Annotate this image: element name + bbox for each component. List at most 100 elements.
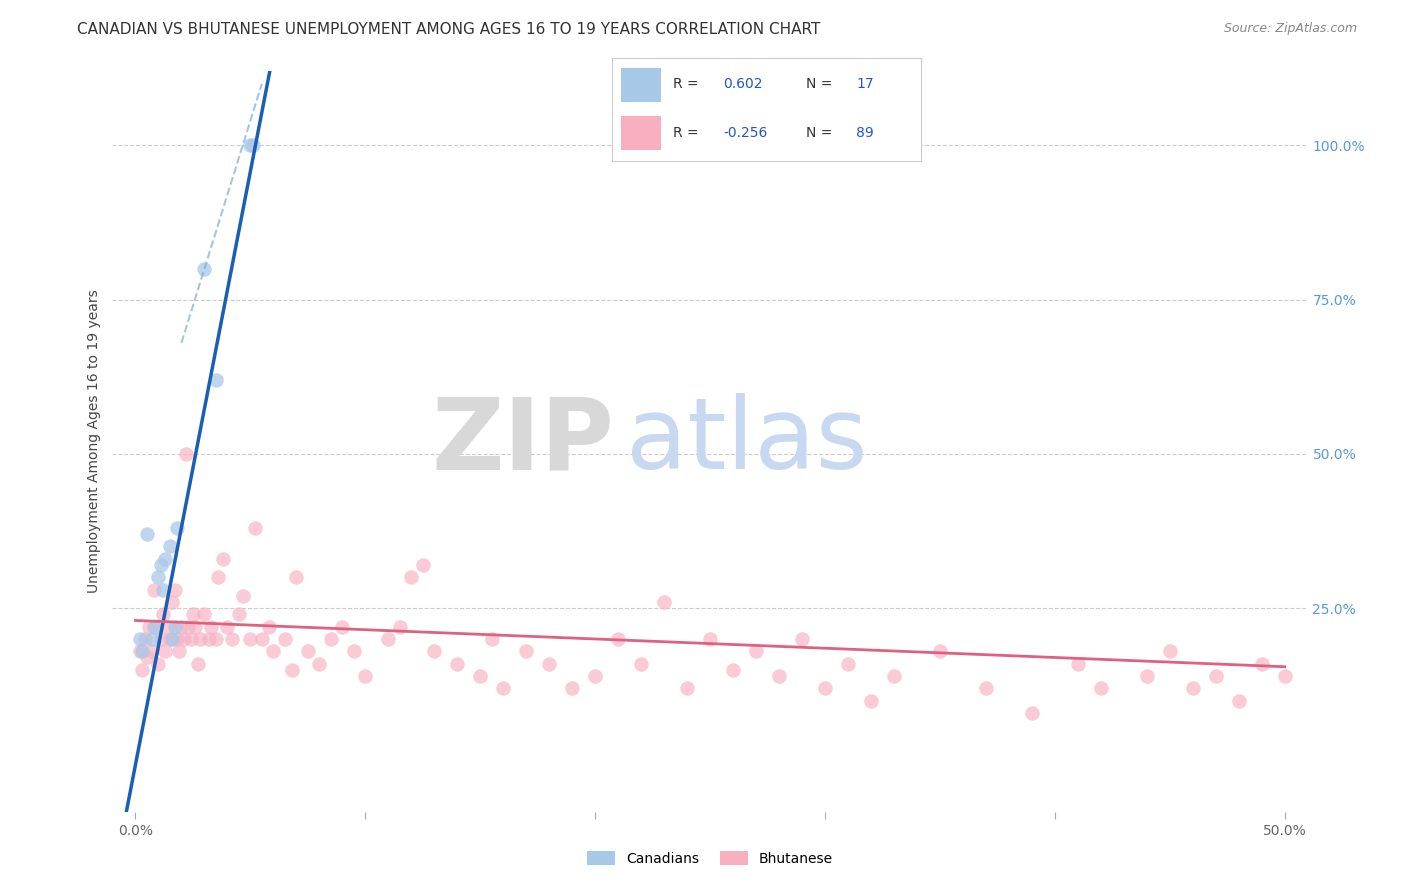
Point xyxy=(184,619,207,633)
Point xyxy=(193,607,215,622)
Text: 0.602: 0.602 xyxy=(723,77,762,91)
Point xyxy=(174,447,197,461)
Point xyxy=(173,632,195,646)
Point xyxy=(145,619,167,633)
Point xyxy=(928,644,950,658)
Point xyxy=(159,540,181,554)
Point xyxy=(492,681,515,696)
Text: Source: ZipAtlas.com: Source: ZipAtlas.com xyxy=(1223,22,1357,36)
Point xyxy=(141,632,163,646)
Point xyxy=(186,657,208,671)
Point xyxy=(200,619,222,633)
Point xyxy=(630,657,652,671)
Point xyxy=(221,632,243,646)
Point xyxy=(198,632,221,646)
Point xyxy=(138,619,160,633)
Point xyxy=(262,644,284,658)
Point xyxy=(207,570,229,584)
Point xyxy=(343,644,366,658)
Point xyxy=(239,632,262,646)
Point xyxy=(136,650,159,665)
Point xyxy=(152,607,174,622)
Point xyxy=(159,632,181,646)
Y-axis label: Unemployment Among Ages 16 to 19 years: Unemployment Among Ages 16 to 19 years xyxy=(87,290,101,593)
Point xyxy=(142,619,165,633)
Point xyxy=(423,644,446,658)
Point xyxy=(211,551,233,566)
Text: R =: R = xyxy=(673,127,699,140)
Point xyxy=(883,669,905,683)
Point xyxy=(308,657,330,671)
Point xyxy=(232,589,254,603)
Bar xyxy=(621,69,661,102)
Point xyxy=(412,558,434,572)
Point xyxy=(167,644,190,658)
Point xyxy=(515,644,537,658)
Point xyxy=(974,681,997,696)
Point xyxy=(148,657,170,671)
Point xyxy=(319,632,342,646)
Point xyxy=(162,632,183,646)
Point xyxy=(129,632,152,646)
Point xyxy=(1250,657,1272,671)
Text: ZIP: ZIP xyxy=(432,393,614,490)
Point xyxy=(768,669,790,683)
Point xyxy=(141,644,163,658)
Point xyxy=(354,669,377,683)
Point xyxy=(859,694,882,708)
Point xyxy=(205,373,228,387)
Point xyxy=(377,632,399,646)
Point xyxy=(388,619,411,633)
Point xyxy=(561,681,583,696)
Point xyxy=(837,657,859,671)
Point xyxy=(188,632,211,646)
Point xyxy=(1067,657,1090,671)
Point xyxy=(131,663,153,677)
Point xyxy=(162,595,183,609)
Point xyxy=(193,261,215,276)
Point xyxy=(166,632,188,646)
Point xyxy=(446,657,468,671)
Point xyxy=(166,521,188,535)
Point xyxy=(243,521,266,535)
Point xyxy=(239,138,262,153)
Point xyxy=(1181,681,1204,696)
Point xyxy=(149,632,172,646)
Text: CANADIAN VS BHUTANESE UNEMPLOYMENT AMONG AGES 16 TO 19 YEARS CORRELATION CHART: CANADIAN VS BHUTANESE UNEMPLOYMENT AMONG… xyxy=(77,22,821,37)
Point xyxy=(228,607,250,622)
Point xyxy=(155,551,177,566)
Point xyxy=(155,644,177,658)
Point xyxy=(652,595,675,609)
Point xyxy=(1136,669,1159,683)
Point xyxy=(281,663,304,677)
Point xyxy=(177,619,200,633)
Point xyxy=(721,663,744,677)
Point xyxy=(142,582,165,597)
Point xyxy=(131,644,153,658)
Point xyxy=(149,558,172,572)
Point xyxy=(401,570,423,584)
Point xyxy=(583,669,606,683)
Point xyxy=(1090,681,1112,696)
Point xyxy=(242,138,264,153)
Point xyxy=(205,632,228,646)
Point xyxy=(163,619,186,633)
Point xyxy=(250,632,273,646)
Text: atlas: atlas xyxy=(627,393,868,490)
Point xyxy=(129,644,152,658)
Point xyxy=(470,669,492,683)
Text: N =: N = xyxy=(807,127,832,140)
Point xyxy=(330,619,353,633)
Point xyxy=(156,619,179,633)
Point xyxy=(297,644,319,658)
Text: -0.256: -0.256 xyxy=(723,127,768,140)
Point xyxy=(1205,669,1227,683)
Point xyxy=(607,632,630,646)
Text: R =: R = xyxy=(673,77,699,91)
Point xyxy=(1227,694,1250,708)
Bar xyxy=(621,117,661,150)
Point xyxy=(790,632,813,646)
Point xyxy=(285,570,308,584)
Point xyxy=(814,681,837,696)
Point xyxy=(257,619,280,633)
